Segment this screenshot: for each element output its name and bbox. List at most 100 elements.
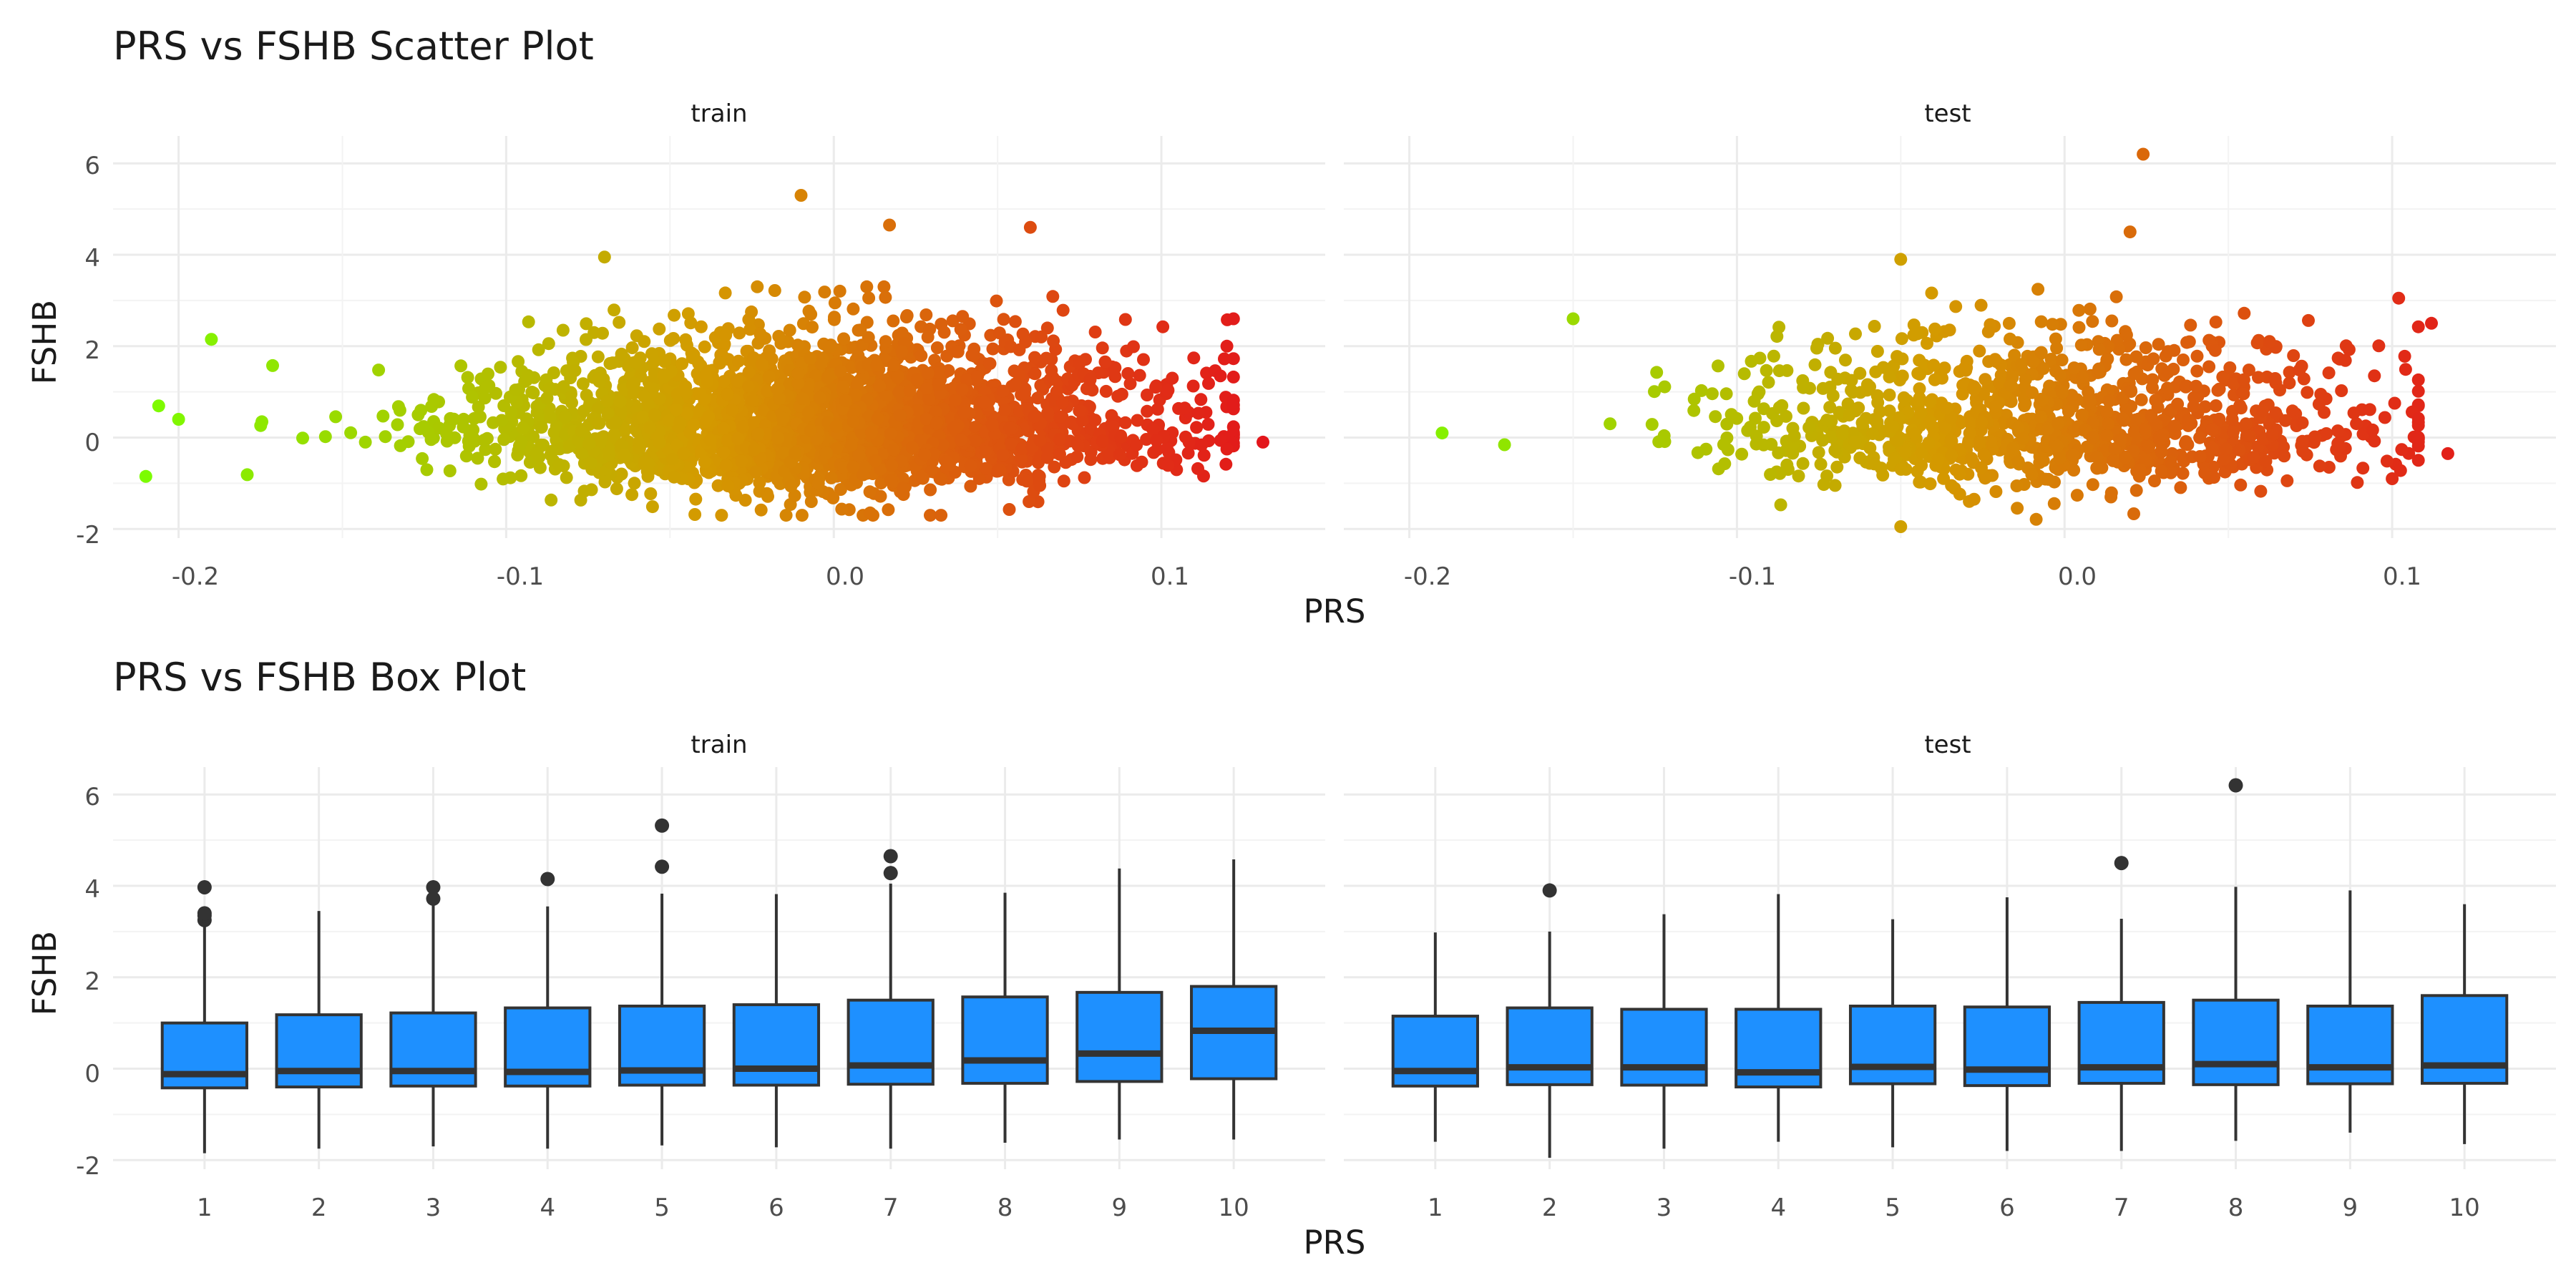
scatter-point bbox=[698, 455, 711, 469]
scatter-point bbox=[467, 411, 481, 425]
scatter-point bbox=[684, 316, 698, 330]
scatter-point bbox=[1057, 474, 1070, 488]
scatter-point bbox=[796, 392, 809, 405]
scatter-point bbox=[2171, 397, 2185, 411]
scatter-point bbox=[479, 443, 492, 457]
scatter-point bbox=[1975, 461, 1988, 474]
scatter-point bbox=[827, 313, 841, 326]
scatter-point bbox=[791, 367, 805, 380]
scatter-point bbox=[474, 477, 488, 491]
scatter-point bbox=[1016, 327, 1030, 341]
scatter-point bbox=[1056, 396, 1069, 409]
scatter-point bbox=[869, 454, 882, 467]
scatter-point bbox=[965, 348, 979, 362]
box-body bbox=[1963, 1005, 2051, 1088]
scatter-point bbox=[1984, 434, 1998, 448]
scatter-point bbox=[1767, 349, 1780, 363]
scatter-point bbox=[818, 286, 831, 299]
scatter-point bbox=[1816, 381, 1830, 395]
box-x-tick-label: 10 bbox=[2449, 1194, 2480, 1222]
scatter-point bbox=[1979, 373, 1992, 386]
scatter-point bbox=[648, 408, 661, 421]
scatter-point bbox=[1894, 520, 1908, 533]
scatter-point bbox=[1191, 406, 1205, 420]
scatter-point bbox=[577, 484, 591, 498]
scatter-point bbox=[1015, 452, 1028, 465]
scatter-point bbox=[894, 409, 907, 422]
scatter-point bbox=[1028, 410, 1041, 424]
scatter-point bbox=[488, 454, 502, 468]
scatter-point bbox=[2278, 414, 2292, 427]
scatter-point bbox=[1078, 471, 1091, 484]
scatter-point bbox=[2227, 377, 2240, 390]
scatter-point bbox=[1003, 421, 1017, 435]
scatter-point bbox=[2119, 328, 2133, 342]
scatter-point bbox=[773, 392, 786, 406]
scatter-point bbox=[699, 369, 713, 382]
scatter-point bbox=[742, 366, 756, 379]
scatter-point bbox=[979, 445, 992, 459]
scatter-point bbox=[964, 479, 977, 493]
scatter-point bbox=[920, 382, 933, 395]
scatter-point bbox=[424, 433, 438, 447]
scatter-point bbox=[457, 420, 470, 434]
scatter-point bbox=[1772, 401, 1786, 414]
scatter-point bbox=[828, 296, 841, 310]
scatter-point bbox=[1810, 341, 1823, 355]
scatter-point bbox=[2124, 385, 2138, 399]
scatter-point bbox=[522, 315, 535, 328]
box-body bbox=[1506, 1006, 1594, 1086]
box-x-tick-label: 9 bbox=[1112, 1194, 1128, 1222]
scatter-point bbox=[1831, 372, 1845, 386]
scatter-point bbox=[680, 406, 694, 420]
scatter-point bbox=[1073, 356, 1086, 370]
scatter-point bbox=[1967, 492, 1981, 506]
box-y-tick-label: 4 bbox=[84, 875, 100, 904]
scatter-point bbox=[673, 416, 686, 429]
scatter-point bbox=[1870, 389, 1884, 402]
scatter-point bbox=[761, 427, 774, 441]
scatter-point bbox=[2051, 416, 2064, 430]
scatter-point bbox=[2179, 380, 2192, 394]
scatter-point bbox=[2083, 302, 2097, 316]
scatter-point bbox=[1031, 495, 1045, 509]
scatter-point bbox=[2026, 355, 2039, 369]
scatter-point bbox=[1989, 485, 2003, 498]
scatter-point bbox=[2102, 417, 2115, 431]
scatter-point bbox=[2046, 318, 2059, 331]
scatter-point bbox=[879, 291, 892, 304]
scatter-point bbox=[606, 356, 620, 370]
scatter-point bbox=[798, 291, 811, 304]
scatter-point bbox=[2004, 332, 2016, 346]
scatter-point bbox=[1186, 379, 1200, 393]
scatter-point bbox=[1127, 340, 1140, 353]
scatter-point bbox=[2072, 321, 2086, 334]
scatter-point bbox=[1883, 389, 1896, 401]
scatter-point bbox=[2162, 345, 2175, 358]
scatter-point bbox=[986, 342, 1000, 356]
scatter-point bbox=[630, 401, 643, 414]
box-x-tick-label: 8 bbox=[2228, 1194, 2244, 1222]
scatter-point bbox=[394, 439, 407, 452]
scatter-point bbox=[754, 503, 768, 517]
scatter-point bbox=[677, 447, 691, 460]
scatter-point bbox=[1823, 401, 1837, 414]
scatter-point bbox=[2100, 429, 2114, 442]
scatter-point bbox=[1658, 380, 1672, 394]
scatter-point bbox=[1652, 435, 1666, 449]
scatter-point bbox=[1149, 381, 1163, 394]
scatter-point bbox=[1114, 430, 1128, 444]
scatter-point bbox=[990, 294, 1003, 308]
box-9 bbox=[2306, 890, 2394, 1133]
scatter-point bbox=[1953, 467, 1966, 481]
scatter-point bbox=[2335, 384, 2348, 397]
scatter-point bbox=[2394, 464, 2407, 477]
scatter-point bbox=[2149, 394, 2162, 407]
box-x-tick-label: 7 bbox=[883, 1194, 899, 1222]
scatter-point bbox=[1013, 404, 1026, 418]
scatter-point bbox=[2363, 403, 2376, 416]
scatter-point bbox=[2184, 318, 2197, 332]
scatter-point bbox=[2174, 481, 2187, 494]
scatter-point bbox=[1913, 368, 1926, 381]
scatter-point bbox=[1869, 365, 1883, 379]
